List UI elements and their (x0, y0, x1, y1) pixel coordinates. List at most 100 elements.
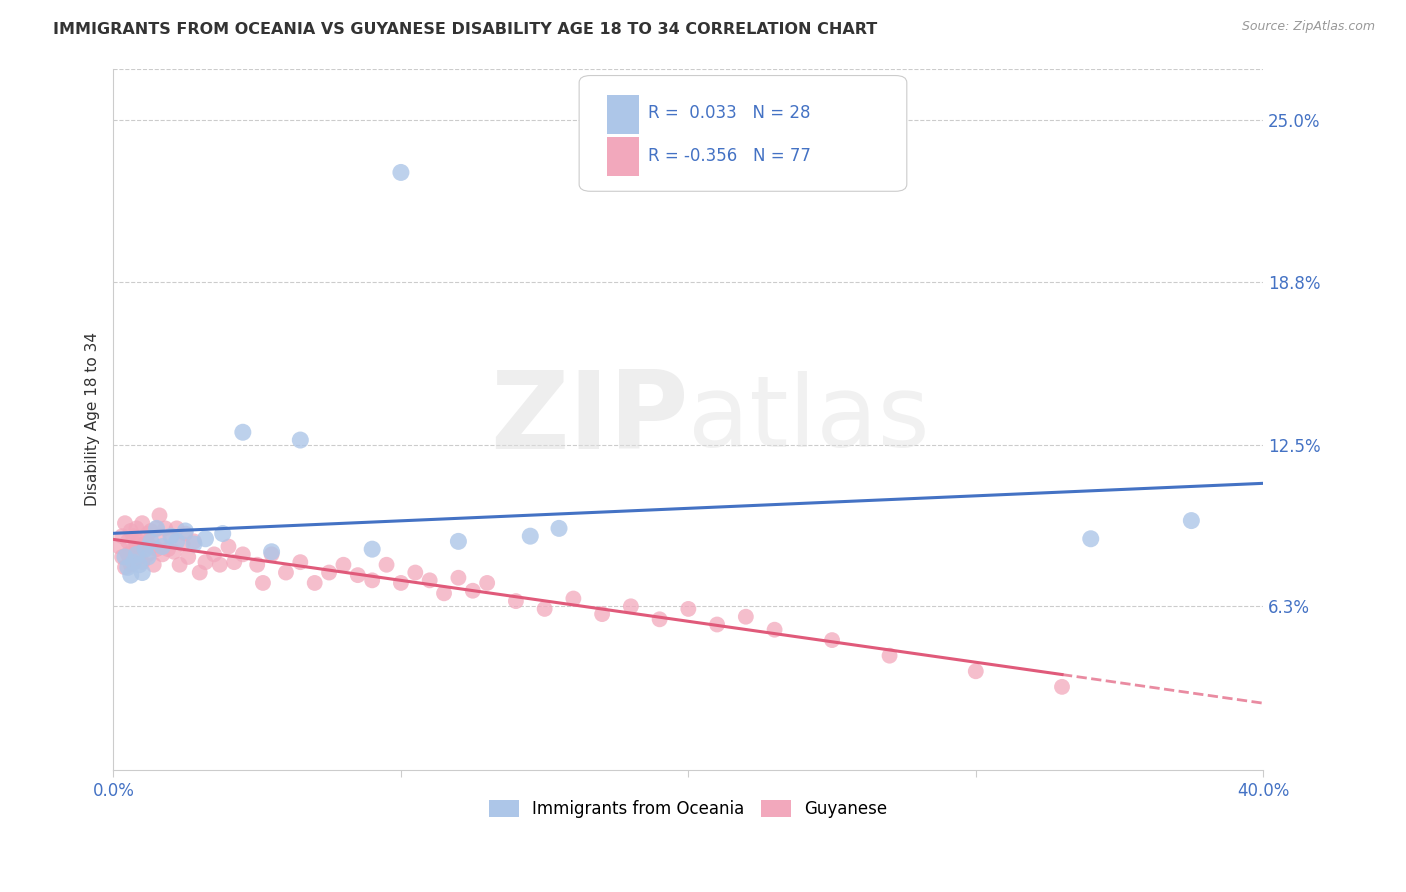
Point (404, 566, 426, 580)
Point (155, 521, 177, 535)
Point (304, 576, 326, 591)
Point (169, 558, 191, 572)
Text: Source: ZipAtlas.com: Source: ZipAtlas.com (1241, 20, 1375, 33)
Point (224, 555, 246, 569)
Point (117, 560, 139, 574)
Point (122, 555, 145, 569)
Point (131, 566, 153, 580)
Point (145, 542, 167, 557)
Point (122, 529, 145, 543)
Point (620, 599, 643, 614)
Legend: Immigrants from Oceania, Guyanese: Immigrants from Oceania, Guyanese (482, 793, 894, 825)
Point (1080, 532, 1102, 546)
Point (148, 508, 170, 523)
Point (166, 534, 188, 549)
Point (142, 558, 165, 572)
Point (734, 609, 756, 624)
FancyBboxPatch shape (579, 76, 907, 191)
Point (260, 545, 283, 559)
Point (160, 529, 183, 543)
Point (117, 547, 139, 561)
Point (533, 602, 555, 616)
Point (114, 516, 136, 531)
Point (120, 568, 142, 582)
Point (188, 566, 211, 580)
Point (157, 542, 180, 557)
Point (260, 547, 283, 561)
Point (166, 521, 188, 535)
Point (361, 574, 384, 588)
Point (150, 547, 173, 561)
Point (128, 549, 150, 564)
Point (419, 574, 441, 588)
Text: R = -0.356   N = 77: R = -0.356 N = 77 (648, 147, 811, 165)
Point (763, 623, 786, 637)
Point (389, 576, 412, 591)
Point (120, 558, 142, 572)
Point (136, 547, 159, 561)
Point (114, 560, 136, 574)
Y-axis label: Disability Age 18 to 34: Disability Age 18 to 34 (86, 332, 100, 507)
Point (145, 521, 167, 535)
Text: ZIP: ZIP (489, 367, 689, 472)
Point (361, 542, 384, 557)
Point (194, 555, 217, 569)
Point (232, 425, 254, 440)
Point (183, 537, 205, 551)
Point (172, 537, 194, 551)
Point (183, 534, 205, 549)
Point (117, 534, 139, 549)
Point (1180, 514, 1202, 528)
Point (148, 534, 170, 549)
Point (134, 542, 156, 557)
Point (232, 547, 254, 561)
Point (290, 433, 312, 447)
Point (211, 526, 233, 541)
Point (131, 516, 153, 531)
Point (125, 537, 148, 551)
Point (125, 547, 148, 561)
Point (136, 549, 159, 564)
Point (246, 558, 269, 572)
Point (150, 540, 173, 554)
Point (821, 633, 844, 648)
Point (475, 576, 498, 591)
Point (252, 576, 274, 591)
Point (389, 165, 412, 179)
Point (128, 534, 150, 549)
Point (648, 612, 671, 626)
Point (965, 665, 987, 679)
Point (174, 526, 197, 541)
Point (122, 542, 145, 557)
Point (678, 602, 700, 616)
Point (139, 540, 162, 554)
Point (160, 529, 183, 543)
Point (505, 594, 527, 608)
Point (174, 524, 197, 538)
Point (318, 566, 340, 580)
Point (1050, 680, 1073, 694)
Point (139, 534, 162, 549)
Point (108, 540, 131, 554)
Point (139, 524, 162, 538)
Point (447, 571, 470, 585)
Point (131, 555, 153, 569)
Point (332, 558, 354, 572)
Point (128, 558, 150, 572)
Point (136, 526, 159, 541)
Point (274, 566, 297, 580)
Point (290, 555, 312, 569)
Point (202, 547, 225, 561)
Point (125, 521, 148, 535)
Point (208, 558, 231, 572)
Point (375, 558, 398, 572)
Point (217, 540, 239, 554)
Point (879, 648, 901, 663)
Point (562, 591, 585, 606)
Point (114, 549, 136, 564)
Text: IMMIGRANTS FROM OCEANIA VS GUYANESE DISABILITY AGE 18 TO 34 CORRELATION CHART: IMMIGRANTS FROM OCEANIA VS GUYANESE DISA… (53, 22, 877, 37)
Point (591, 607, 613, 621)
Point (177, 549, 200, 564)
Point (120, 524, 142, 538)
Text: R =  0.033   N = 28: R = 0.033 N = 28 (648, 103, 811, 121)
